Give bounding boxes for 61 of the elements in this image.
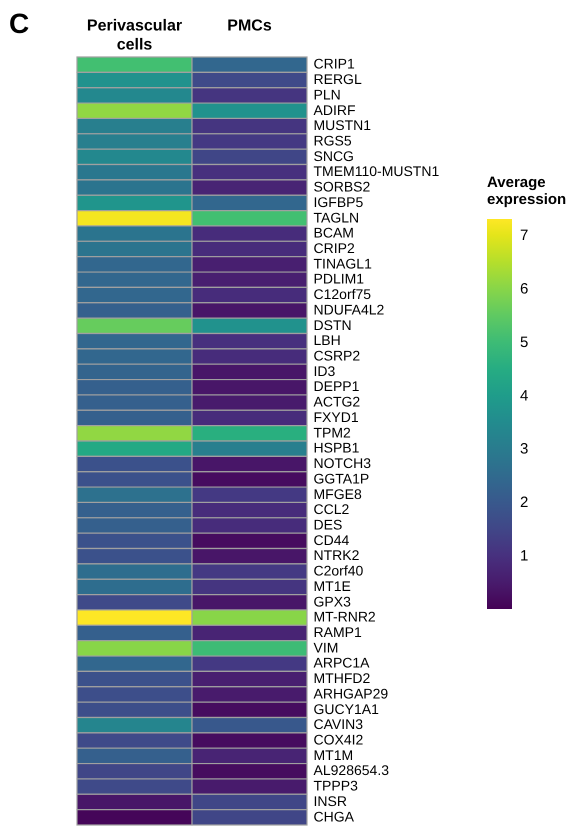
y-tick-label: LBH: [314, 332, 341, 348]
y-tick-label: MTHFD2: [314, 670, 370, 686]
y-tick-label: HSPB1: [314, 440, 360, 456]
y-tick-label: ARPC1A: [314, 654, 370, 671]
x-tick-label: PMCs: [227, 18, 272, 34]
y-tick-label: DEPP1: [314, 378, 360, 394]
y-tick-label: RAMP1: [314, 624, 362, 640]
y-tick-label: TPM2: [314, 424, 352, 440]
x-tick-label: Perivascular cells: [86, 18, 182, 54]
y-tick-label: MUSTN1: [314, 117, 372, 134]
color-bar-label: 5: [520, 334, 528, 351]
y-tick-label: SNCG: [314, 148, 354, 164]
y-tick-label: VIM: [314, 639, 338, 656]
y-tick-label: ADIRF: [314, 102, 356, 118]
y-tick-label: ARHGAP29: [314, 685, 388, 702]
y-tick-label: MT-RNR2: [314, 608, 376, 625]
color-bar-label: 7: [520, 227, 528, 244]
color-bar-label: 2: [520, 494, 528, 512]
y-tick-label: TINAGL1: [314, 255, 372, 272]
y-tick-label: MT1E: [314, 578, 351, 594]
y-tick-label: FXYD1: [314, 408, 359, 425]
y-tick-label: TMEM110-MUSTN1: [314, 163, 440, 180]
y-tick-label: DES: [314, 516, 342, 532]
y-tick-label: PLN: [314, 86, 341, 102]
y-tick-label: RERGL: [314, 71, 362, 88]
y-tick-label: CRIP1: [314, 56, 355, 72]
y-tick-label: GUCY1A1: [314, 700, 380, 717]
y-tick-label: INSR: [314, 792, 347, 809]
y-tick-label: SORBS2: [314, 178, 371, 195]
y-tick-label: CCL2: [314, 501, 350, 518]
y-tick-label: MFGE8: [314, 486, 362, 502]
y-tick-label: COX4I2: [314, 732, 364, 748]
y-tick-label: BCAM: [314, 224, 354, 241]
y-tick-label: CRIP2: [314, 240, 355, 256]
y-tick-label: CAVIN3: [314, 716, 364, 732]
y-tick-label: NDUFA4L2: [314, 301, 385, 318]
color-bar-title: Average expression: [487, 174, 566, 208]
y-tick-label: GGTA1P: [314, 470, 370, 486]
y-tick-label: GPX3: [314, 593, 352, 610]
y-tick-label: AL928654.3: [314, 762, 390, 778]
y-tick-label: RGS5: [314, 132, 352, 148]
color-bar-label: 3: [520, 440, 528, 458]
color-bar-label: 1: [520, 548, 528, 565]
y-tick-label: CHGA: [314, 808, 355, 824]
chart-title: C: [9, 8, 30, 39]
y-tick-label: CSRP2: [314, 348, 360, 364]
y-tick-label: NTRK2: [314, 547, 360, 564]
y-tick-label: C12orf75: [314, 286, 372, 302]
y-tick-label: C2orf40: [314, 562, 364, 579]
color-bar-label: 4: [520, 387, 528, 404]
y-tick-label: ACTG2: [314, 394, 360, 410]
y-tick-label: TAGLN: [314, 209, 360, 226]
y-tick-label: TPPP3: [314, 778, 358, 794]
y-tick-label: CD44: [314, 532, 350, 548]
y-tick-label: PDLIM1: [314, 270, 364, 287]
y-tick-label: MT1M: [314, 746, 354, 763]
color-bar-label: 6: [520, 280, 528, 298]
y-tick-label: IGFBP5: [314, 194, 364, 210]
y-tick-label: DSTN: [314, 316, 352, 333]
y-tick-label: NOTCH3: [314, 455, 372, 472]
y-tick-label: ID3: [314, 362, 336, 379]
